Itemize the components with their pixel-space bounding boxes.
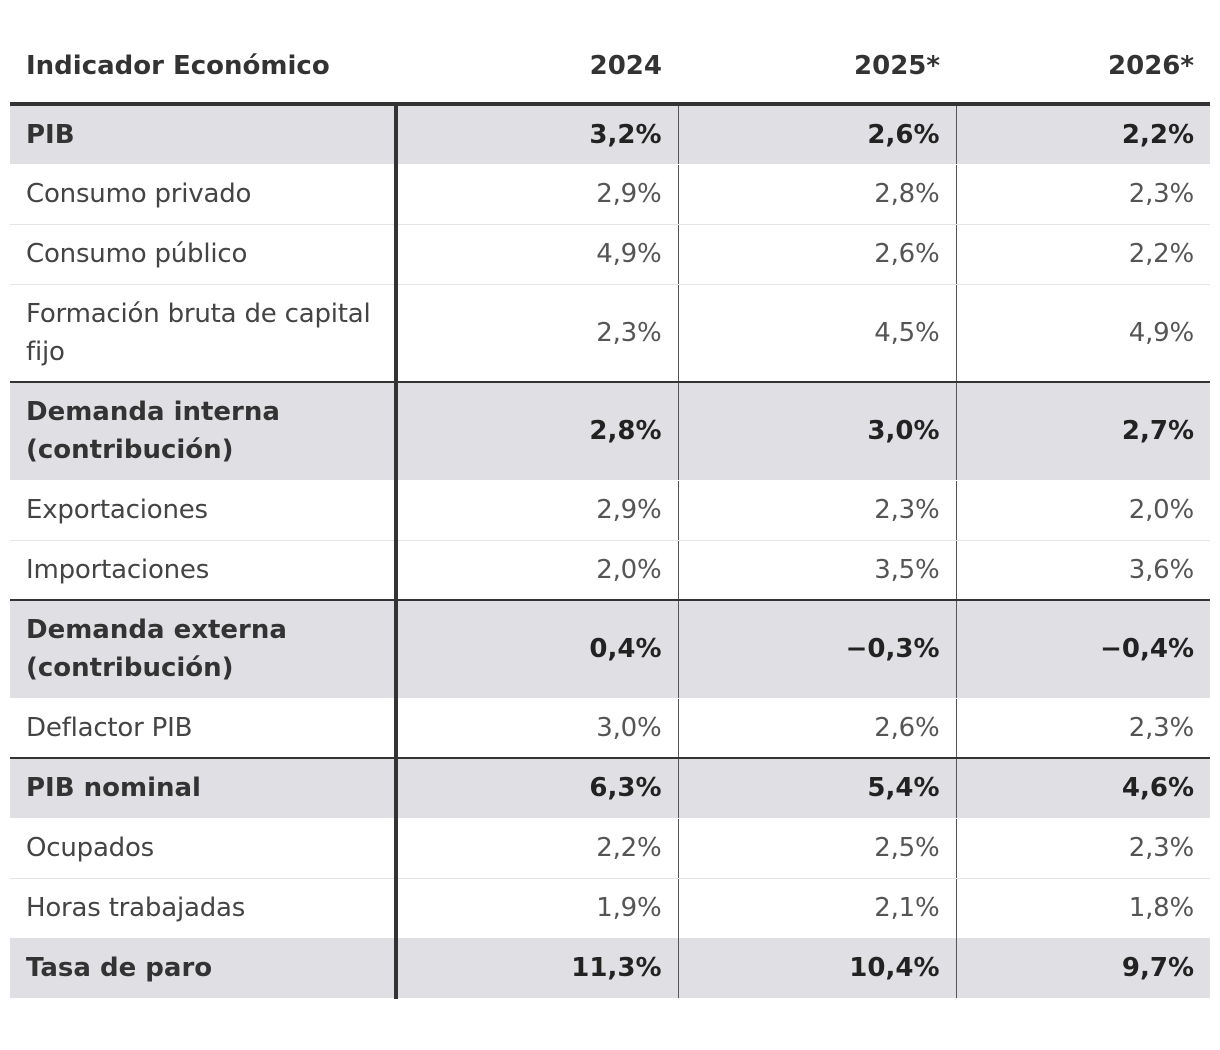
- table-row: Consumo privado 2,9% 2,8% 2,3%: [10, 164, 1210, 225]
- economic-indicators-table: Indicador Económico 2024 2025* 2026* PIB…: [10, 30, 1210, 999]
- row-label: Consumo público: [10, 224, 398, 285]
- cell-value: 2,3%: [955, 698, 1210, 758]
- cell-value: 2,6%: [677, 698, 956, 758]
- table-row: Consumo público 4,9% 2,6% 2,2%: [10, 224, 1210, 285]
- cell-value: 2,7%: [955, 381, 1210, 481]
- cell-value: 4,9%: [396, 224, 678, 285]
- table-row: Exportaciones 2,9% 2,3% 2,0%: [10, 480, 1210, 541]
- table-row: PIB nominal 6,3% 5,4% 4,6%: [10, 757, 1210, 819]
- table-row: Demanda interna (contribución) 2,8% 3,0%…: [10, 381, 1210, 481]
- row-label: Ocupados: [10, 818, 398, 879]
- table-row: Demanda externa (contribución) 0,4% −0,3…: [10, 599, 1210, 699]
- header-indicator: Indicador Económico: [10, 30, 396, 106]
- cell-value: 3,5%: [677, 540, 956, 600]
- cell-value: 2,1%: [677, 878, 956, 938]
- cell-value: 3,6%: [955, 540, 1210, 600]
- row-label: PIB: [10, 104, 398, 165]
- cell-value: 0,4%: [396, 599, 678, 699]
- table-row: PIB 3,2% 2,6% 2,2%: [10, 104, 1210, 165]
- table-row: Tasa de paro 11,3% 10,4% 9,7%: [10, 938, 1210, 999]
- cell-value: 2,3%: [955, 818, 1210, 879]
- row-label: Formación bruta de capital fijo: [10, 284, 398, 382]
- cell-value: 4,5%: [677, 284, 956, 382]
- header-year-2026: 2026*: [956, 30, 1210, 106]
- cell-value: 2,2%: [396, 818, 678, 879]
- cell-value: 2,0%: [955, 480, 1210, 541]
- cell-value: 2,9%: [396, 480, 678, 541]
- cell-value: 2,8%: [396, 381, 678, 481]
- cell-value: 10,4%: [677, 938, 956, 999]
- cell-value: 1,8%: [955, 878, 1210, 938]
- table-row: Importaciones 2,0% 3,5% 3,6%: [10, 540, 1210, 600]
- cell-value: 2,2%: [955, 104, 1210, 165]
- table-row: Formación bruta de capital fijo 2,3% 4,5…: [10, 284, 1210, 382]
- cell-value: −0,4%: [955, 599, 1210, 699]
- table-row: Horas trabajadas 1,9% 2,1% 1,8%: [10, 878, 1210, 938]
- cell-value: −0,3%: [677, 599, 956, 699]
- cell-value: 4,9%: [955, 284, 1210, 382]
- cell-value: 1,9%: [596, 893, 662, 924]
- cell-value: 2,8%: [677, 164, 956, 225]
- cell-value: 11,3%: [396, 938, 678, 999]
- cell-value: 2,3%: [955, 164, 1210, 225]
- cell-value: 2,0%: [596, 554, 662, 585]
- header-year-2024: 2024: [396, 30, 678, 106]
- cell-value: 5,4%: [677, 757, 956, 819]
- cell-value: 2,3%: [596, 317, 662, 348]
- row-label: Horas trabajadas: [10, 878, 398, 938]
- row-label: Importaciones: [10, 540, 398, 600]
- row-label: Demanda externa (contribución): [10, 599, 398, 699]
- cell-value: 9,7%: [955, 938, 1210, 999]
- cell-value: 2,5%: [677, 818, 956, 879]
- row-label: Tasa de paro: [10, 938, 398, 999]
- cell-value: 2,2%: [955, 224, 1210, 285]
- row-label: Demanda interna (contribución): [10, 381, 398, 481]
- row-label: Deflactor PIB: [10, 698, 398, 758]
- table-row: Ocupados 2,2% 2,5% 2,3%: [10, 818, 1210, 879]
- cell-value: 2,3%: [677, 480, 956, 541]
- row-label: Exportaciones: [10, 480, 398, 541]
- row-label: PIB nominal: [10, 757, 398, 819]
- row-label: Consumo privado: [10, 164, 398, 225]
- header-year-2025: 2025*: [678, 30, 956, 106]
- cell-value: 4,6%: [955, 757, 1210, 819]
- cell-value: 2,6%: [677, 104, 956, 165]
- table-row: Deflactor PIB 3,0% 2,6% 2,3%: [10, 698, 1210, 758]
- cell-value: 2,6%: [677, 224, 956, 285]
- table-header-row: Indicador Económico 2024 2025* 2026*: [10, 30, 1210, 106]
- cell-value: 2,9%: [396, 164, 678, 225]
- cell-value: 3,2%: [396, 104, 678, 165]
- cell-value: 3,0%: [677, 381, 956, 481]
- cell-value: 6,3%: [396, 757, 678, 819]
- cell-value: 3,0%: [596, 712, 662, 743]
